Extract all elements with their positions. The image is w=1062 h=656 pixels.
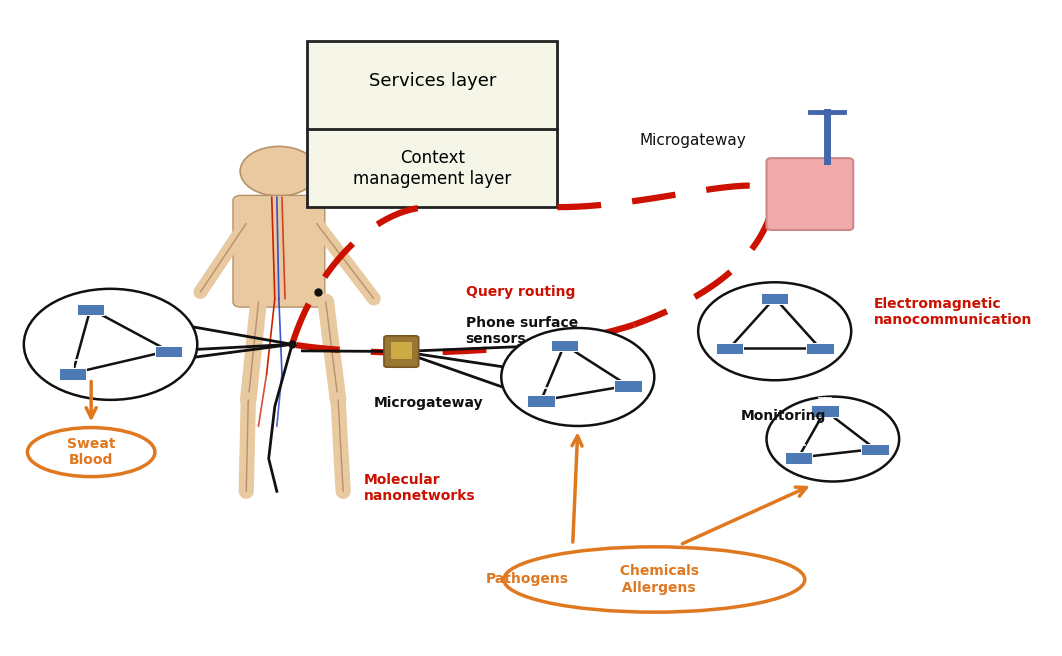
Ellipse shape	[28, 428, 155, 477]
FancyBboxPatch shape	[233, 195, 325, 307]
Text: Sweat
Blood: Sweat Blood	[67, 437, 116, 467]
Text: Electromagnetic
nanocommunication: Electromagnetic nanocommunication	[874, 297, 1032, 327]
Circle shape	[23, 289, 198, 400]
Text: Query routing: Query routing	[465, 285, 575, 299]
Bar	[716, 342, 743, 354]
FancyBboxPatch shape	[384, 336, 418, 367]
Text: Context
management layer: Context management layer	[354, 150, 512, 188]
Bar	[861, 443, 889, 455]
Circle shape	[698, 282, 852, 380]
Bar	[550, 340, 578, 351]
Text: Monitoring: Monitoring	[741, 409, 826, 423]
FancyBboxPatch shape	[307, 41, 558, 207]
FancyBboxPatch shape	[767, 158, 853, 230]
Text: Microgateway: Microgateway	[374, 396, 483, 410]
Text: Molecular
nanonetworks: Molecular nanonetworks	[363, 473, 475, 503]
Bar	[267, 195, 291, 201]
Bar	[527, 396, 554, 407]
Text: Pathogens: Pathogens	[485, 573, 568, 586]
Bar	[76, 304, 104, 316]
Text: Services layer: Services layer	[369, 72, 496, 90]
Bar	[155, 346, 183, 358]
Circle shape	[240, 146, 318, 196]
Text: Phone surface
sensors: Phone surface sensors	[465, 316, 578, 346]
Circle shape	[767, 397, 900, 482]
Text: Microgateway: Microgateway	[639, 133, 746, 148]
Bar	[391, 342, 411, 359]
Bar	[760, 293, 788, 304]
Bar	[614, 380, 641, 392]
Ellipse shape	[503, 547, 805, 612]
Text: Chemicals
  Allergens: Chemicals Allergens	[610, 564, 699, 594]
Bar	[785, 453, 812, 464]
Bar	[811, 405, 839, 417]
Bar	[58, 368, 86, 380]
Bar	[806, 342, 834, 354]
Circle shape	[501, 328, 654, 426]
